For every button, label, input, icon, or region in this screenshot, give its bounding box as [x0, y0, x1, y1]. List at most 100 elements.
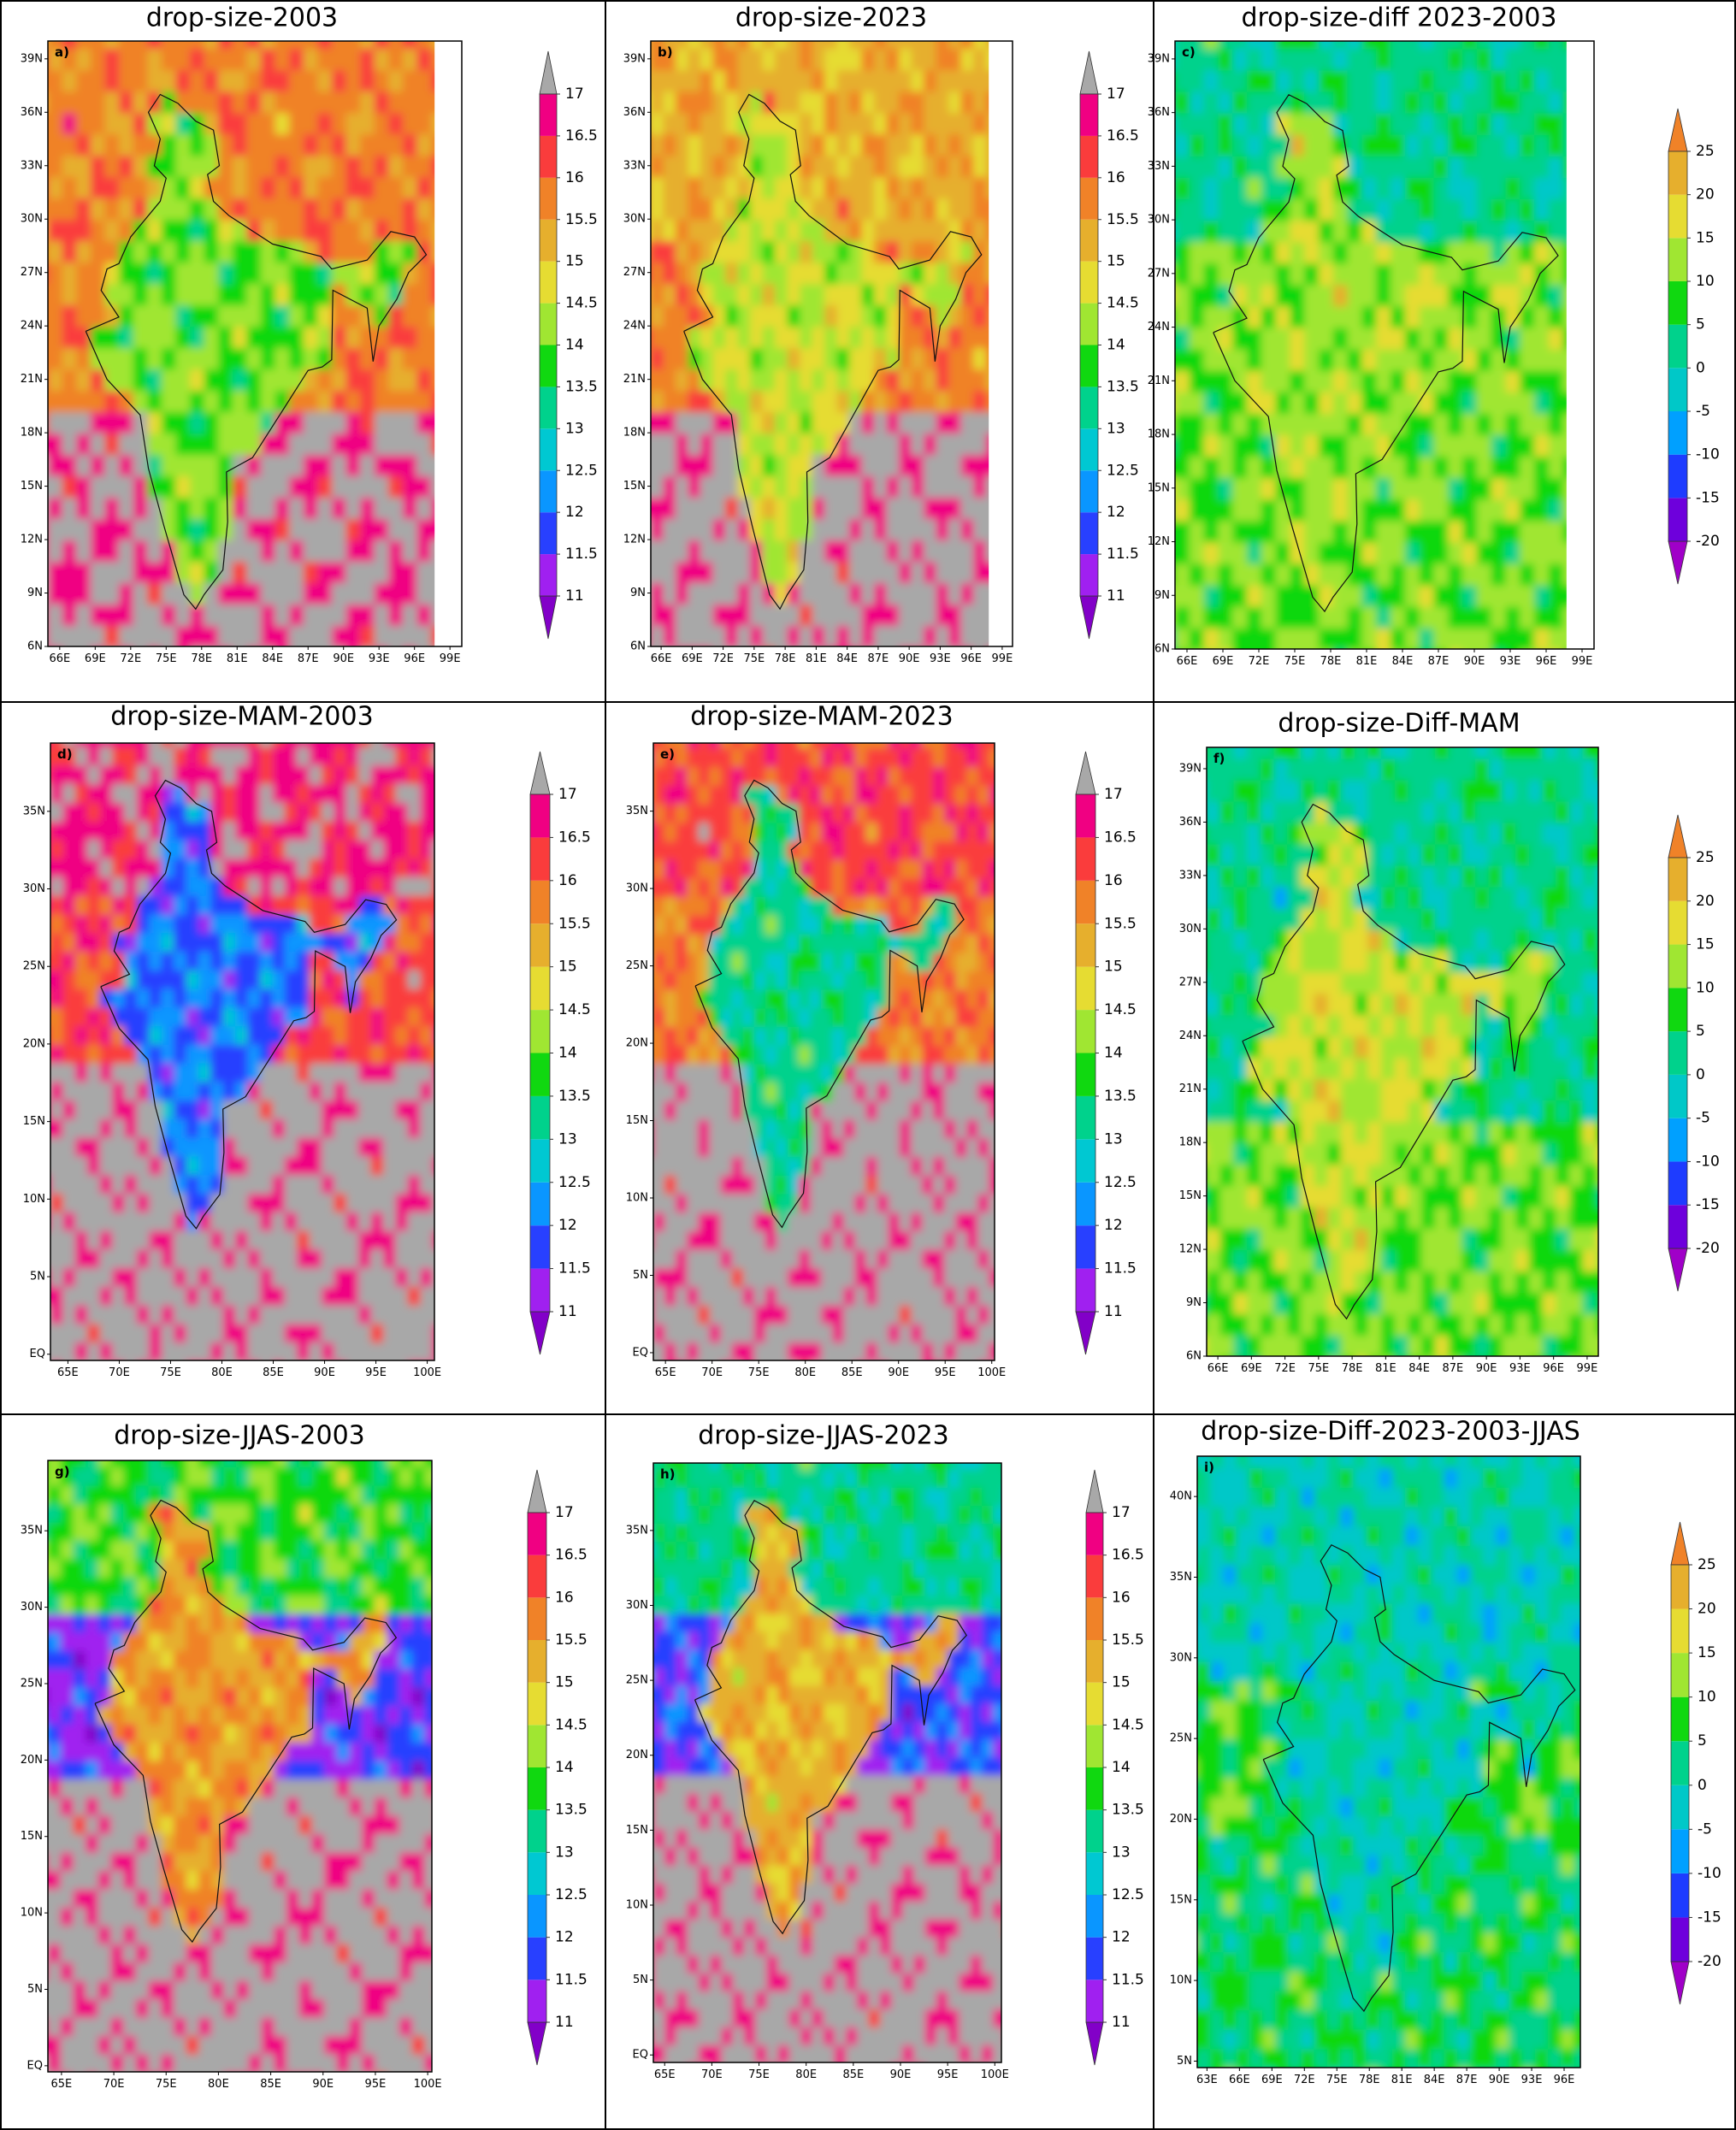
contour-cell — [709, 1230, 722, 1250]
contour-cell — [676, 561, 689, 584]
contour-cell — [676, 582, 689, 605]
contour-cell — [445, 1081, 458, 1100]
contour-cell — [849, 390, 863, 413]
contour-cell — [651, 41, 664, 50]
contour-cell — [651, 198, 664, 221]
contour-cell — [924, 625, 937, 646]
contour-cell — [1232, 48, 1248, 71]
contour-cell — [246, 347, 262, 370]
contour-cell — [948, 219, 962, 242]
contour-cell — [259, 913, 274, 934]
contour-cell — [331, 561, 347, 584]
contour-cell — [309, 1248, 322, 1269]
contour-cell — [886, 198, 900, 221]
contour-cell — [104, 219, 120, 242]
contour-cell — [331, 497, 347, 520]
contour-cell — [924, 604, 937, 627]
contour-cell — [731, 1323, 744, 1343]
contour-cell — [1563, 5, 1579, 27]
contour-cell — [687, 933, 700, 953]
contour-cell — [1391, 69, 1406, 92]
contour-cell — [260, 219, 276, 242]
y-tick-label: 36N — [623, 106, 646, 119]
contour-cell — [1548, 284, 1564, 307]
contour-cell — [334, 743, 347, 747]
contour-cell — [1391, 456, 1406, 479]
contour-cell — [1476, 627, 1492, 649]
contour-cell — [345, 820, 360, 841]
contour-cell — [345, 41, 362, 50]
contour-cell — [1391, 48, 1406, 71]
contour-cell — [259, 1043, 274, 1064]
contour-cell — [222, 1155, 237, 1176]
contour-cell — [87, 1193, 101, 1213]
contour-cell — [1319, 412, 1334, 436]
contour-cell — [174, 764, 187, 785]
contour-cell — [407, 969, 422, 989]
contour-cell — [653, 803, 666, 823]
contour-cell — [731, 914, 744, 935]
contour-cell — [246, 304, 262, 327]
contour-cell — [289, 604, 304, 627]
contour-cell — [48, 604, 49, 627]
contour-cell — [1347, 563, 1363, 586]
contour-cell — [174, 913, 187, 934]
contour-cell — [76, 262, 92, 285]
contour-cell — [136, 1155, 151, 1176]
contour-cell — [48, 69, 63, 92]
contour-cell — [1520, 605, 1535, 628]
contour-cell — [62, 1342, 76, 1360]
contour-cell — [416, 326, 433, 349]
contour-cell — [432, 1081, 434, 1101]
contour-cell — [275, 347, 291, 370]
contour-cell — [161, 561, 177, 584]
contour-cell — [48, 41, 49, 50]
contour-cell — [1203, 369, 1219, 392]
contour-cell — [284, 858, 298, 878]
contour-cell — [161, 112, 177, 135]
contour-cell — [74, 969, 89, 989]
contour-cell — [50, 1285, 51, 1306]
contour-cell — [50, 1043, 64, 1064]
contour-cell — [836, 604, 851, 627]
contour-cell — [210, 951, 224, 971]
contour-cell — [1376, 176, 1391, 200]
contour-cell — [1304, 456, 1320, 479]
contour-cell — [787, 112, 801, 135]
contour-cell — [948, 304, 962, 327]
contour-cell — [235, 894, 249, 915]
contour-cell — [112, 1267, 126, 1287]
contour-cell — [664, 1156, 677, 1176]
contour-cell — [297, 1267, 310, 1287]
contour-cell — [374, 283, 390, 306]
contour-cell — [1247, 198, 1262, 221]
contour-cell — [395, 1043, 409, 1064]
contour-cell — [1347, 263, 1363, 286]
contour-cell — [676, 262, 689, 285]
contour-cell — [1419, 434, 1435, 457]
contour-cell — [48, 540, 63, 563]
contour-cell — [849, 112, 863, 135]
contour-cell — [824, 240, 838, 263]
contour-cell — [687, 1193, 700, 1213]
contour-cell — [742, 1026, 755, 1046]
contour-cell — [374, 41, 390, 50]
contour-cell — [700, 518, 714, 541]
contour-cell — [874, 625, 888, 646]
contour-cell — [76, 91, 92, 114]
contour-cell — [676, 283, 689, 306]
contour-cell — [651, 582, 664, 605]
contour-cell — [720, 914, 733, 935]
contour-cell — [1376, 477, 1391, 500]
contour-cell — [358, 1136, 372, 1157]
contour-cell — [48, 283, 63, 306]
contour-cell — [388, 91, 404, 114]
contour-cell — [321, 1136, 335, 1157]
contour-cell — [1232, 176, 1248, 200]
y-tick-label: 20N — [23, 1037, 45, 1050]
contour-cell — [1606, 198, 1621, 221]
contour-cell — [936, 347, 950, 370]
contour-cell — [709, 1212, 722, 1231]
contour-cell — [175, 304, 191, 327]
